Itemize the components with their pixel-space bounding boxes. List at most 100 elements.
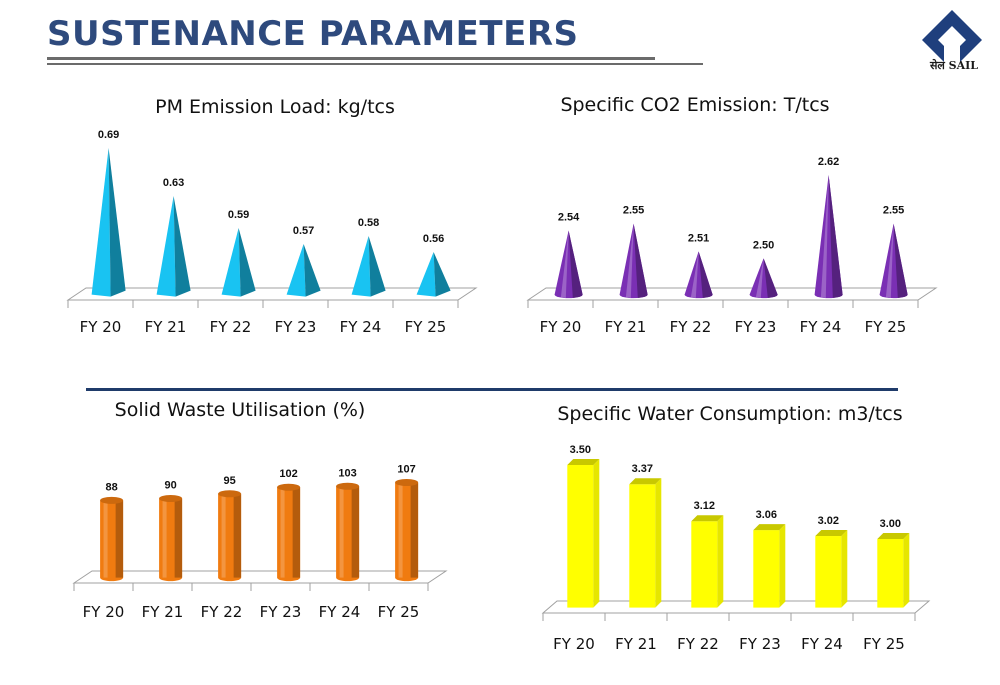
data-label: 0.69 [98,129,119,141]
bar-side [303,244,321,297]
bar-highlight [280,487,285,578]
bar-highlight [339,486,344,578]
data-label: 3.12 [694,500,715,512]
category-label: FY 25 [378,603,420,621]
category-label: FY 20 [540,318,582,336]
bar-shade [233,493,242,578]
bar-highlight [398,482,403,578]
bar [156,196,176,297]
category-label: FY 23 [275,318,317,336]
bar-top [100,496,124,504]
data-label: 0.58 [358,217,379,229]
data-label: 0.57 [293,225,314,237]
data-label: 3.37 [632,463,653,475]
bar [286,244,306,297]
bar-shade [828,174,843,298]
bar-top [277,483,301,491]
category-label: FY 24 [340,318,382,336]
data-label: 102 [279,468,297,480]
chart-pm-emission: PM Emission Load: kg/tcs 0.69 FY 20 0.63 FY… [60,90,490,350]
bar-top [336,482,360,490]
chart-floor [66,287,478,301]
category-label: FY 22 [677,635,719,653]
chart-floor [526,287,938,301]
bar-side [655,478,662,608]
bar [91,148,111,297]
chart-title: PM Emission Load: kg/tcs [155,96,395,118]
bar-top [218,490,242,498]
data-label: 0.63 [163,177,184,189]
category-label: FY 25 [405,318,447,336]
bar [221,228,241,297]
bar-side [433,252,451,297]
chart-water-consumption: Specific Water Consumption: m3/tcs 3.50 F… [530,395,960,665]
data-label: 2.55 [883,205,904,217]
category-label: FY 21 [615,635,657,653]
category-label: FY 25 [865,318,907,336]
data-label: 95 [223,475,235,487]
data-label: 2.55 [623,205,644,217]
category-label: FY 23 [735,318,777,336]
bar-shade [568,230,583,298]
bar-shade [633,223,648,298]
bar [567,464,594,608]
bar-side [368,236,386,297]
chart-co2-emission: Specific CO2 Emission: T/tcs 2.54 FY 20 2.… [520,90,950,350]
bar-side [717,515,724,608]
category-label: FY 21 [145,318,187,336]
bar-top [395,479,419,487]
bar-shade [351,486,360,578]
bar-top [753,524,786,531]
category-label: FY 22 [201,603,243,621]
bar-highlight [103,500,108,578]
data-label: 88 [105,481,117,493]
chart-title: Specific CO2 Emission: T/tcs [560,94,830,116]
data-label: 2.54 [558,212,580,224]
data-label: 103 [338,467,356,479]
category-label: FY 25 [863,635,905,653]
data-label: 2.51 [688,232,709,244]
bar-side [903,532,910,608]
category-label: FY 23 [739,635,781,653]
bar-highlight [820,174,829,298]
category-label: FY 20 [80,318,122,336]
bar-shade [115,500,124,578]
bar-side [841,530,848,608]
bar [416,252,436,297]
data-label: 107 [397,464,415,476]
data-label: 3.50 [570,444,591,456]
bar-side [593,458,600,608]
category-label: FY 22 [210,318,252,336]
logo-text: सेल SAIL [929,59,979,72]
bar-top [815,530,848,537]
bar-top [691,515,724,522]
data-label: 3.06 [756,509,777,521]
bar-top [159,494,183,502]
data-label: 3.00 [880,518,901,530]
chart-co2-svg: 2.54 FY 20 2.55 FY 21 2.51 FY 22 2.50 FY 23 2.62… [526,156,938,336]
page-title: SUSTENANCE PARAMETERS [47,14,579,54]
bar-top [567,458,600,465]
data-label: 0.56 [423,233,444,245]
chart-solid-waste: Solid Waste Utilisation (%) 88 FY 20 90 FY … [60,395,490,630]
bar-highlight [162,498,167,578]
chart-title: Specific Water Consumption: m3/tcs [557,403,903,425]
data-label: 2.50 [753,239,774,251]
chart-floor [541,600,931,614]
bar-highlight [885,223,894,298]
bar [753,530,780,608]
category-label: FY 21 [605,318,647,336]
data-label: 3.02 [818,515,839,527]
category-label: FY 23 [260,603,302,621]
chart-pm-svg: 0.69 FY 20 0.63 FY 21 0.59 FY 22 0.57 FY 23 0.58… [66,129,478,336]
chart-floor [72,570,448,584]
bar-highlight [221,493,226,578]
bar [629,484,656,608]
bar-side [238,228,256,297]
category-label: FY 24 [800,318,842,336]
bar-highlight [690,251,699,298]
chart-waste-svg: 88 FY 20 90 FY 21 95 FY 22 102 FY 23 103 FY 24 107… [72,464,448,621]
bar-top [877,532,910,539]
title-underline-long [47,63,703,65]
sail-logo [922,10,982,72]
